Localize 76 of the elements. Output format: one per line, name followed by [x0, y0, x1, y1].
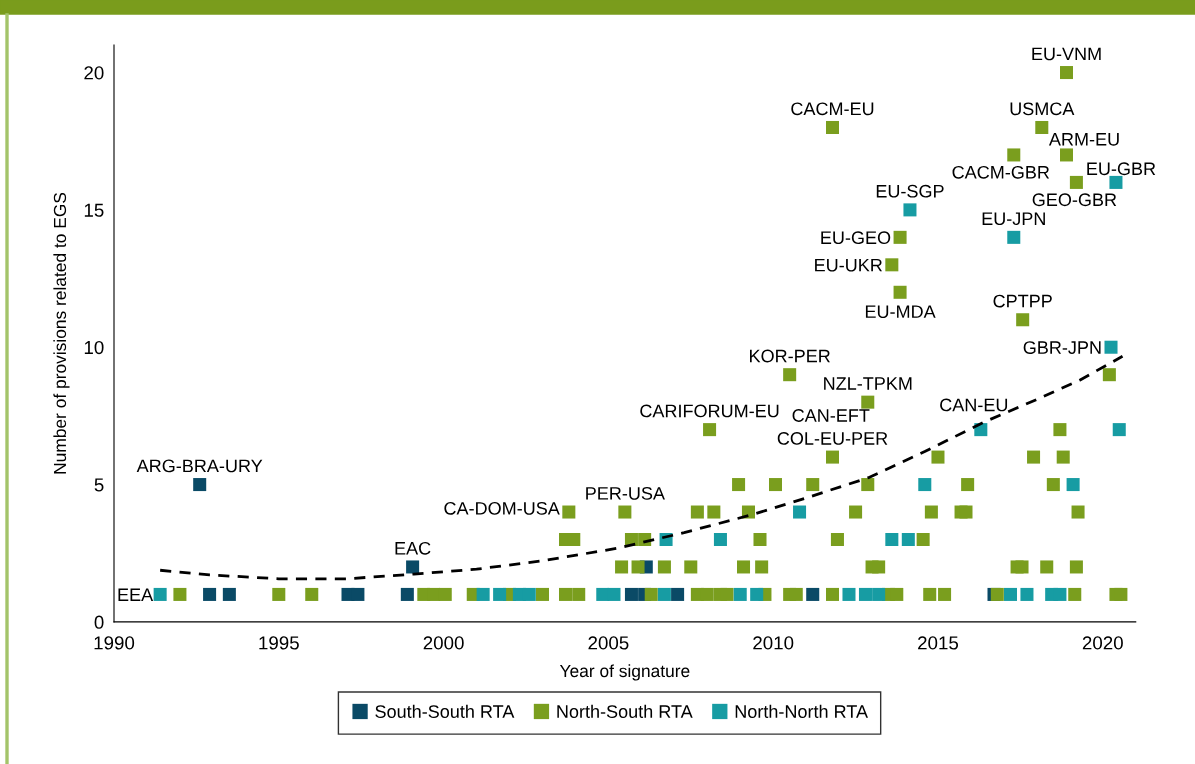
point: [733, 587, 747, 601]
point: [607, 587, 621, 601]
point: [400, 587, 414, 601]
point: [1003, 587, 1017, 601]
annotation: PER-USA: [586, 486, 665, 500]
point: [842, 587, 856, 601]
point: [806, 587, 820, 601]
point: [522, 587, 536, 601]
point: [671, 587, 685, 601]
point: [713, 532, 727, 547]
annotation: ARG-BRA-URY: [136, 459, 263, 473]
y-axis-title: Number of provisions related to EGS: [53, 192, 70, 474]
x-tick-label: 2005: [588, 636, 629, 650]
y-tick-label: 10: [84, 340, 104, 355]
annotation: EEA: [118, 588, 154, 601]
point: [493, 587, 507, 601]
annotation: CACM-EU: [791, 102, 874, 116]
point: [222, 587, 236, 601]
annotation: EU-UKR: [815, 258, 882, 272]
x-tick-label: 1990: [94, 636, 135, 650]
annotation: EU-VNM: [1032, 47, 1101, 61]
annotation: CPTPP: [993, 294, 1052, 308]
annotation: NZL-TPKM: [824, 377, 912, 390]
annotation: EU-JPN: [982, 212, 1045, 226]
point: [1109, 175, 1123, 189]
y-tick-label: 0: [94, 615, 104, 629]
annotation: CAN-EFT: [792, 409, 870, 422]
annotation: ARM-EU: [1048, 133, 1119, 146]
point: [872, 587, 886, 601]
point: [901, 532, 915, 547]
annotation: CARIFORUM-EU: [640, 404, 779, 418]
annotation: EU-SGP: [876, 184, 944, 198]
point: [1066, 478, 1080, 492]
annotation: GBR-JPN: [1023, 341, 1101, 354]
annotation: EAC: [395, 541, 431, 555]
annotation: CACM-GBR: [952, 165, 1050, 179]
x-tick-label: 2010: [753, 636, 794, 650]
annotation: KOR-PER: [750, 349, 830, 363]
x-tick-label: 1995: [259, 636, 299, 650]
point: [1020, 587, 1034, 601]
annotation: CAN-EU: [940, 398, 1008, 412]
y-tick-label: 5: [94, 478, 104, 492]
legend-label: North-North RTA: [735, 704, 869, 718]
y-tick-label: 20: [84, 66, 104, 80]
point: [193, 478, 207, 492]
point: [351, 587, 365, 601]
legend-label: South-South RTA: [375, 704, 515, 718]
annotation: COL-EU-PER: [777, 432, 888, 445]
x-tick-label: 2015: [918, 636, 959, 650]
point: [476, 587, 490, 601]
point: [793, 505, 807, 519]
point: [1007, 230, 1021, 244]
annotation: GEO-GBR: [1032, 193, 1117, 207]
x-axis-title: Year of signature: [559, 664, 690, 681]
point: [903, 203, 917, 217]
annotation: EU-MDA: [865, 305, 936, 318]
point: [1053, 587, 1067, 601]
annotation: USMCA: [1010, 102, 1075, 116]
point: [885, 532, 899, 547]
point: [203, 587, 217, 601]
point: [1112, 423, 1126, 437]
point: [406, 560, 420, 574]
annotation: EU-GBR: [1087, 162, 1156, 176]
annotation: CA-DOM-USA: [444, 501, 560, 515]
annotation: EU-GEO: [821, 231, 891, 245]
point: [750, 587, 764, 601]
y-tick-label: 15: [84, 203, 104, 217]
point: [918, 478, 932, 492]
point: [858, 587, 872, 601]
point: [153, 587, 167, 601]
legend-label: North-South RTA: [557, 704, 693, 718]
x-tick-label: 2020: [1082, 636, 1123, 650]
point: [624, 587, 638, 601]
point: [1104, 340, 1118, 354]
x-tick-label: 2000: [423, 636, 464, 650]
point: [657, 587, 671, 601]
